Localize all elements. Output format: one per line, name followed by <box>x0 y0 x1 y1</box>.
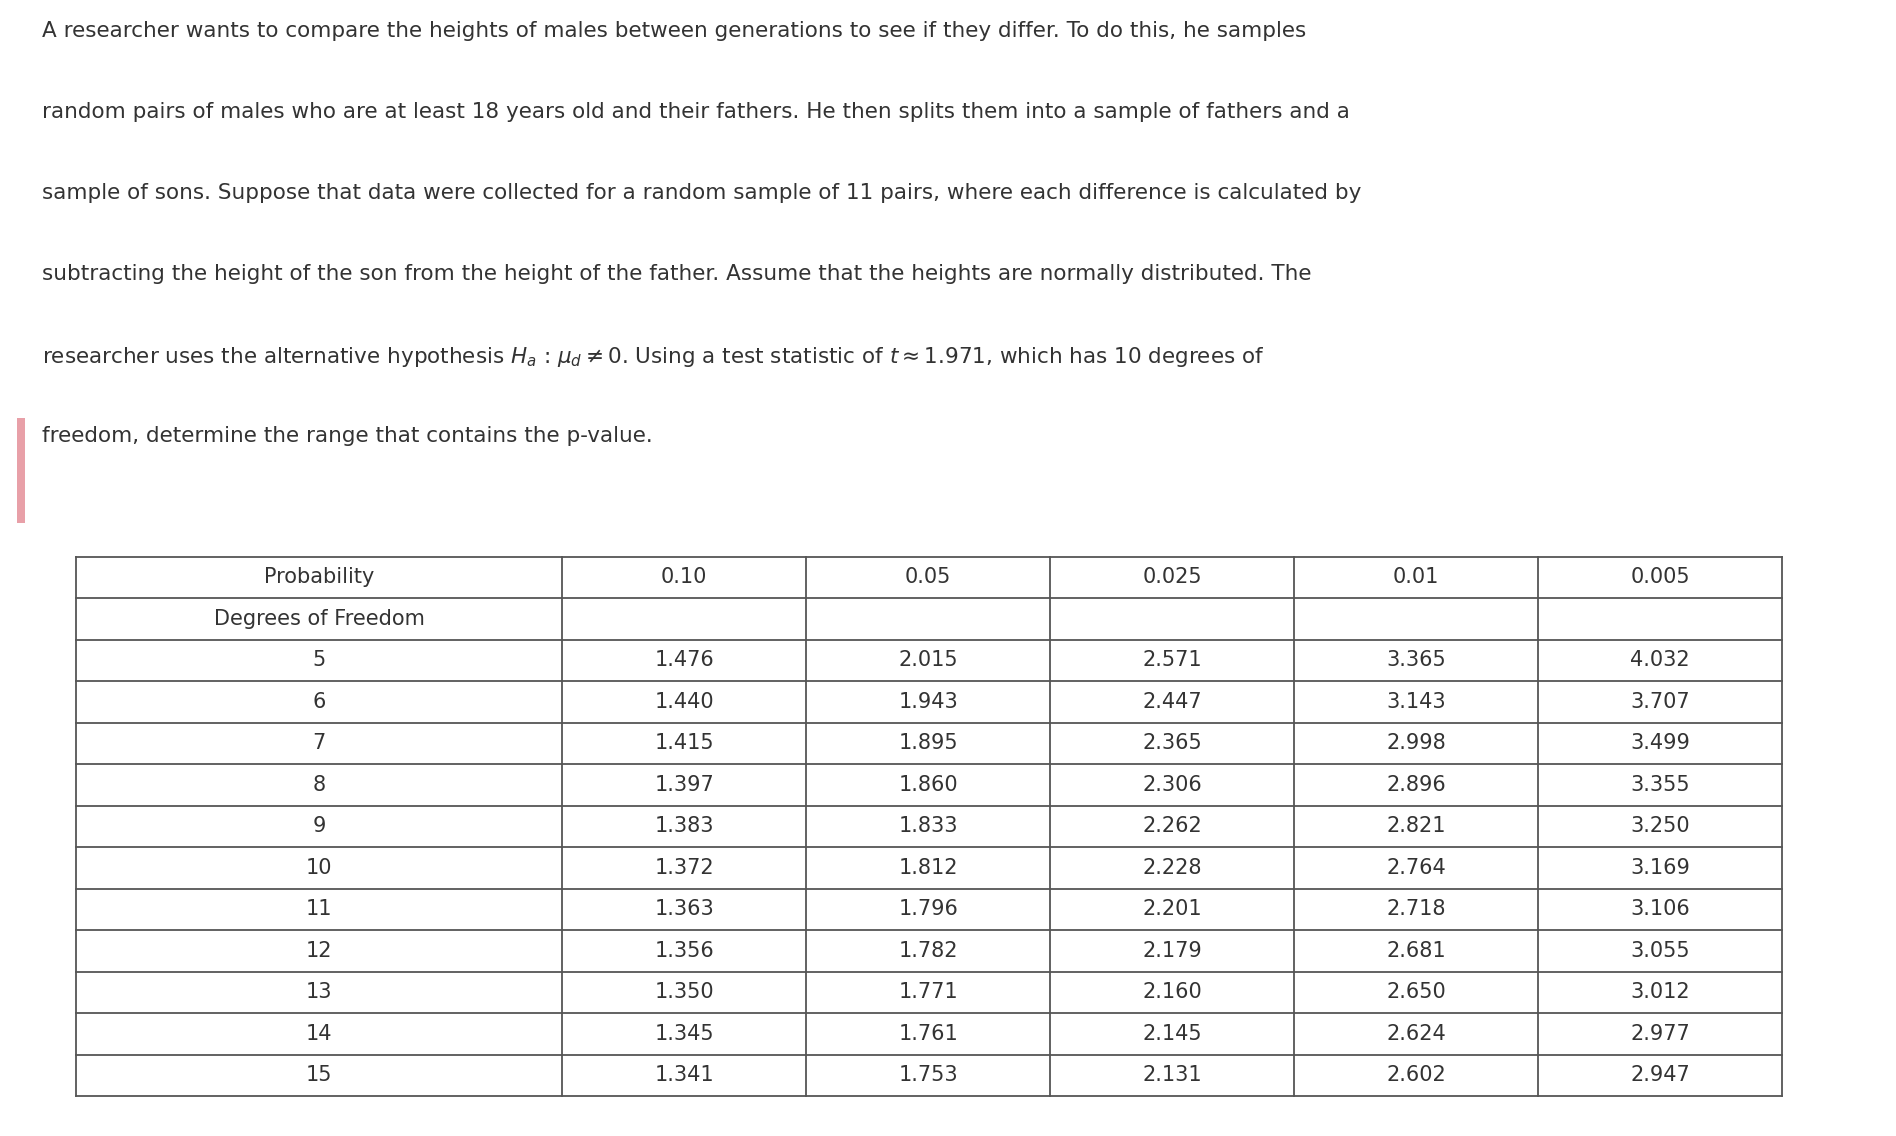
Text: 2.160: 2.160 <box>1141 983 1202 1002</box>
Text: 2.145: 2.145 <box>1143 1024 1202 1044</box>
Text: 1.771: 1.771 <box>899 983 957 1002</box>
Text: 1.753: 1.753 <box>899 1066 957 1086</box>
Text: 2.947: 2.947 <box>1631 1066 1689 1086</box>
Text: 3.250: 3.250 <box>1631 817 1689 836</box>
Text: 12: 12 <box>305 941 332 961</box>
Text: 2.447: 2.447 <box>1143 692 1202 712</box>
Text: 2.896: 2.896 <box>1386 775 1447 795</box>
Text: 1.476: 1.476 <box>654 651 715 670</box>
Text: 1.356: 1.356 <box>654 941 715 961</box>
Text: 1.895: 1.895 <box>899 734 957 753</box>
Text: 2.650: 2.650 <box>1386 983 1447 1002</box>
Text: 2.977: 2.977 <box>1631 1024 1689 1044</box>
Text: 0.025: 0.025 <box>1143 567 1202 587</box>
Text: 9: 9 <box>313 817 326 836</box>
Text: 1.943: 1.943 <box>899 692 957 712</box>
Text: 2.365: 2.365 <box>1141 734 1202 753</box>
Text: subtracting the height of the son from the height of the father. Assume that the: subtracting the height of the son from t… <box>42 264 1312 284</box>
Text: 2.602: 2.602 <box>1386 1066 1447 1086</box>
Text: 3.169: 3.169 <box>1631 858 1689 878</box>
Text: 2.179: 2.179 <box>1141 941 1202 961</box>
Text: 3.355: 3.355 <box>1631 775 1689 795</box>
Text: 1.345: 1.345 <box>654 1024 715 1044</box>
Text: freedom, determine the range that contains the p-value.: freedom, determine the range that contai… <box>42 426 652 446</box>
Text: 1.761: 1.761 <box>899 1024 957 1044</box>
Text: 1.383: 1.383 <box>654 817 715 836</box>
Text: 1.341: 1.341 <box>654 1066 715 1086</box>
Text: 10: 10 <box>305 858 332 878</box>
Text: 2.306: 2.306 <box>1141 775 1202 795</box>
Text: 3.143: 3.143 <box>1386 692 1447 712</box>
Text: 2.571: 2.571 <box>1143 651 1202 670</box>
Text: 3.106: 3.106 <box>1631 900 1689 919</box>
Text: 0.01: 0.01 <box>1394 567 1439 587</box>
Text: 3.365: 3.365 <box>1386 651 1447 670</box>
Text: 2.262: 2.262 <box>1141 817 1202 836</box>
Text: 2.624: 2.624 <box>1386 1024 1447 1044</box>
Text: 5: 5 <box>313 651 326 670</box>
Text: 0.005: 0.005 <box>1631 567 1689 587</box>
Text: 1.397: 1.397 <box>654 775 715 795</box>
Text: 0.10: 0.10 <box>662 567 707 587</box>
Text: 2.998: 2.998 <box>1386 734 1447 753</box>
Text: researcher uses the alternative hypothesis $H_a$ : $\mu_d \neq 0$. Using a test : researcher uses the alternative hypothes… <box>42 345 1265 369</box>
Text: 3.499: 3.499 <box>1631 734 1689 753</box>
Text: 2.131: 2.131 <box>1143 1066 1202 1086</box>
Text: 2.015: 2.015 <box>899 651 957 670</box>
Text: 3.012: 3.012 <box>1631 983 1689 1002</box>
Text: 11: 11 <box>305 900 332 919</box>
Text: 3.055: 3.055 <box>1631 941 1689 961</box>
Text: 4.032: 4.032 <box>1631 651 1689 670</box>
Text: 1.350: 1.350 <box>654 983 715 1002</box>
Text: 2.764: 2.764 <box>1386 858 1447 878</box>
Text: 1.833: 1.833 <box>899 817 957 836</box>
Text: 0.05: 0.05 <box>904 567 952 587</box>
Text: Probability: Probability <box>264 567 374 587</box>
Text: 2.681: 2.681 <box>1386 941 1447 961</box>
Text: 1.363: 1.363 <box>654 900 715 919</box>
Text: 15: 15 <box>305 1066 332 1086</box>
Text: 7: 7 <box>313 734 326 753</box>
Text: 1.860: 1.860 <box>899 775 957 795</box>
Text: 1.415: 1.415 <box>654 734 715 753</box>
Text: 14: 14 <box>305 1024 332 1044</box>
Text: 8: 8 <box>313 775 326 795</box>
Text: 6: 6 <box>313 692 326 712</box>
Text: 1.372: 1.372 <box>654 858 715 878</box>
Text: random pairs of males who are at least 18 years old and their fathers. He then s: random pairs of males who are at least 1… <box>42 102 1350 122</box>
Text: 2.201: 2.201 <box>1143 900 1202 919</box>
Text: Degrees of Freedom: Degrees of Freedom <box>214 609 425 629</box>
Text: 1.782: 1.782 <box>899 941 957 961</box>
Text: 2.228: 2.228 <box>1143 858 1202 878</box>
Text: A researcher wants to compare the heights of males between generations to see if: A researcher wants to compare the height… <box>42 20 1306 41</box>
Text: 2.718: 2.718 <box>1386 900 1447 919</box>
Text: 13: 13 <box>305 983 332 1002</box>
Text: 3.707: 3.707 <box>1631 692 1689 712</box>
Text: 1.440: 1.440 <box>654 692 715 712</box>
Text: sample of sons. Suppose that data were collected for a random sample of 11 pairs: sample of sons. Suppose that data were c… <box>42 183 1361 203</box>
Bar <box>17 418 25 523</box>
Text: 2.821: 2.821 <box>1386 817 1447 836</box>
Text: 1.796: 1.796 <box>899 900 957 919</box>
Text: 1.812: 1.812 <box>899 858 957 878</box>
